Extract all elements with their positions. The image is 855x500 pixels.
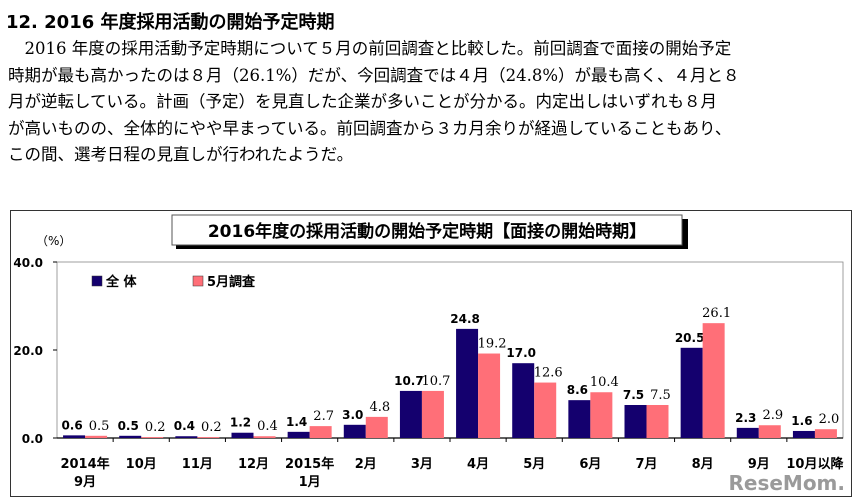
legend-swatch (91, 275, 103, 287)
bar-may-survey (646, 405, 669, 438)
data-label: 0.5 (89, 419, 110, 434)
bar-may-survey (478, 353, 501, 438)
x-tick-label: 3月 (411, 457, 433, 472)
bar-overall (63, 435, 86, 438)
data-label: 12.6 (534, 366, 563, 381)
data-label: 24.8 (450, 312, 480, 326)
bar-may-survey (253, 436, 276, 438)
chart-frame (10, 210, 852, 497)
x-tick-label: 9月 (74, 475, 96, 490)
y-tick-label: 40.0 (13, 256, 43, 270)
paragraph-line: 時期が最も高かったのは８月（26.1%）だが、今回調査では４月（24.8%）が最… (8, 65, 740, 85)
bar-may-survey (590, 392, 613, 438)
data-label: 2.9 (762, 408, 783, 423)
bar-may-survey (365, 416, 388, 438)
y-tick-label: 20.0 (13, 344, 43, 358)
data-label: 2.0 (819, 412, 840, 427)
x-tick-label: 9月 (748, 457, 770, 472)
bar-may-survey (702, 323, 725, 438)
paragraph-line: この間、選考日程の見直しが行われたようだ。 (8, 145, 354, 164)
y-tick-label: 0.0 (22, 432, 43, 446)
bar-overall (624, 405, 647, 438)
x-tick-label: 12月 (238, 457, 269, 472)
data-label: 2.3 (735, 411, 756, 425)
x-tick-label: 4月 (467, 457, 489, 472)
data-label: 0.4 (174, 419, 195, 433)
bar-overall (231, 432, 254, 438)
watermark-logo: ReseMom. (728, 471, 845, 495)
data-label: 19.2 (478, 337, 507, 352)
data-label: 0.2 (145, 420, 166, 435)
bar-may-survey (141, 437, 164, 438)
data-label: 0.6 (61, 418, 82, 432)
data-label: 4.8 (369, 400, 390, 415)
bar-overall (512, 363, 535, 438)
bar-may-survey (534, 382, 557, 438)
data-label: 10.7 (421, 374, 450, 389)
data-label: 0.2 (201, 420, 222, 435)
x-tick-label: 11月 (182, 457, 213, 472)
bar-may-survey (197, 437, 220, 438)
bar-overall (287, 431, 310, 438)
data-label: 20.5 (675, 331, 705, 345)
x-tick-label: 2014年 (60, 456, 109, 472)
bar-overall (736, 427, 759, 438)
data-label: 10.4 (590, 375, 619, 390)
data-label: 8.6 (567, 383, 588, 397)
bar-overall (680, 347, 703, 438)
x-tick-label: 7月 (635, 457, 657, 472)
paragraph-line: 月が逆転している。計画（予定）を見直した企業が多いことが分かる。内定出しはいずれ… (8, 92, 718, 111)
x-tick-label: 2月 (355, 457, 377, 472)
section-heading: 12. 2016 年度採用活動の開始予定時期 (6, 12, 335, 33)
title-box (171, 214, 683, 246)
bar-overall (456, 328, 479, 438)
x-tick-label: 6月 (579, 457, 601, 472)
x-tick-label: 1月 (299, 475, 321, 490)
data-label: 3.0 (342, 408, 363, 422)
bar-may-survey (758, 425, 781, 438)
data-label: 7.5 (650, 388, 671, 403)
data-label: 0.4 (257, 419, 278, 434)
data-label: 26.1 (702, 306, 731, 321)
x-tick-label: 10月 (126, 457, 157, 472)
data-label: 17.0 (506, 346, 536, 360)
bar-may-survey (814, 429, 837, 438)
data-label: 1.2 (230, 416, 251, 430)
x-tick-label: 2015年 (285, 456, 334, 472)
body-paragraph: 2016 年度の採用活動予定時期について５月の前回調査と比較した。前回調査で面接… (8, 36, 848, 169)
bar-may-survey (309, 426, 332, 438)
paragraph-line: が高いものの、全体的にやや早まっている。前回調査から３カ月余りが経過していること… (8, 118, 732, 138)
x-tick-label: 8月 (692, 457, 714, 472)
bar-overall (568, 400, 591, 438)
data-label: 7.5 (623, 388, 644, 402)
bar-overall (343, 424, 366, 438)
legend-swatch (192, 275, 204, 287)
plot-area (56, 261, 844, 439)
bar-overall (792, 430, 815, 438)
x-tick-label: 5月 (523, 457, 545, 472)
chart-title: 2016年度の採用活動の開始予定時期【面接の開始時期】 (208, 221, 646, 242)
data-label: 1.6 (791, 414, 812, 428)
data-label: 1.4 (286, 415, 307, 429)
data-label: 0.5 (118, 419, 139, 433)
bar-overall (399, 390, 422, 438)
legend-label: 全 体 (105, 274, 138, 290)
bar-overall (119, 435, 142, 438)
x-tick-label: 10月以降 (786, 456, 844, 472)
bar-may-survey (85, 435, 108, 438)
data-label: 10.7 (394, 374, 424, 388)
y-axis-label: （%） (36, 234, 71, 248)
paragraph-line: 2016 年度の採用活動予定時期について５月の前回調査と比較した。前回調査で面接… (8, 39, 732, 58)
data-label: 2.7 (313, 409, 334, 424)
bar-overall (175, 436, 198, 438)
bar-may-survey (421, 390, 444, 438)
legend-label: 5月調査 (207, 274, 256, 290)
